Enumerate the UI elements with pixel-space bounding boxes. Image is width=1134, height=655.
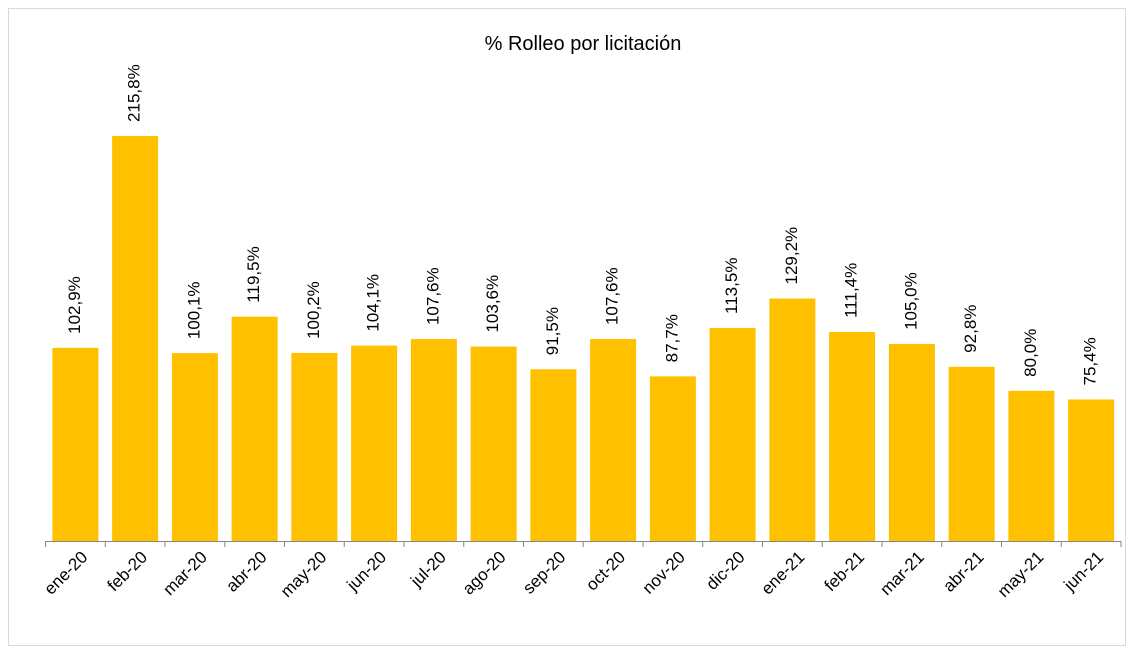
x-tick-label: dic-20 <box>702 548 748 594</box>
x-tick-label: mar-21 <box>876 548 928 600</box>
bar <box>112 135 159 541</box>
bar <box>769 298 816 541</box>
x-tick-label: abr-21 <box>939 548 987 596</box>
data-label: 91,5% <box>543 307 562 355</box>
x-tick-label: may-21 <box>994 548 1048 602</box>
data-label: 119,5% <box>244 246 263 302</box>
chart-title: % Rolleo por licitación <box>485 33 682 55</box>
x-tick-label: jul-20 <box>406 548 450 592</box>
x-tick-label: oct-20 <box>582 548 629 595</box>
data-label: 105,0% <box>901 272 920 330</box>
data-label: 113,5% <box>722 258 741 314</box>
data-label: 102,9% <box>65 276 84 334</box>
x-tick-label: jun-21 <box>1060 548 1108 596</box>
data-label: 80,0% <box>1021 329 1040 377</box>
data-label: 129,2% <box>782 227 801 285</box>
x-tick-label: ene-20 <box>41 548 92 599</box>
data-label: 103,6% <box>483 275 502 333</box>
data-label: 107,6% <box>423 267 442 325</box>
data-label: 87,7% <box>662 314 681 362</box>
x-tick-label: ene-21 <box>758 548 809 599</box>
data-label: 111,4% <box>842 263 861 318</box>
bar <box>888 343 935 541</box>
x-tick-label: may-20 <box>277 548 331 602</box>
bar <box>351 345 398 541</box>
x-tick-label: feb-20 <box>104 548 152 596</box>
bar <box>829 331 876 541</box>
bar <box>590 339 637 541</box>
bar <box>709 327 756 541</box>
bar <box>530 369 577 541</box>
bar <box>649 376 696 541</box>
bar <box>52 347 99 541</box>
x-tick-label: abr-20 <box>222 548 270 596</box>
data-label: 75,4% <box>1081 337 1100 385</box>
data-label: 100,2% <box>304 281 323 339</box>
data-label: 92,8% <box>961 305 980 353</box>
data-label: 104,1% <box>364 274 383 332</box>
x-tick-label: nov-20 <box>639 548 689 598</box>
chart-frame <box>8 8 1126 646</box>
bar <box>410 339 457 541</box>
x-tick-label: jun-20 <box>343 548 391 596</box>
bar <box>948 366 995 541</box>
x-tick-label: sep-20 <box>519 548 569 598</box>
bar <box>1068 399 1115 541</box>
x-tick-label: feb-21 <box>821 548 869 596</box>
data-label: 215,8% <box>125 64 144 122</box>
data-label: 107,6% <box>603 267 622 325</box>
x-tick-label: mar-20 <box>159 548 211 600</box>
x-tick-label: ago-20 <box>459 548 510 599</box>
bar <box>231 316 278 541</box>
bar <box>291 352 338 541</box>
bar <box>1008 390 1055 541</box>
bar <box>470 346 517 541</box>
bar <box>171 353 218 541</box>
data-label: 100,1% <box>184 281 203 339</box>
